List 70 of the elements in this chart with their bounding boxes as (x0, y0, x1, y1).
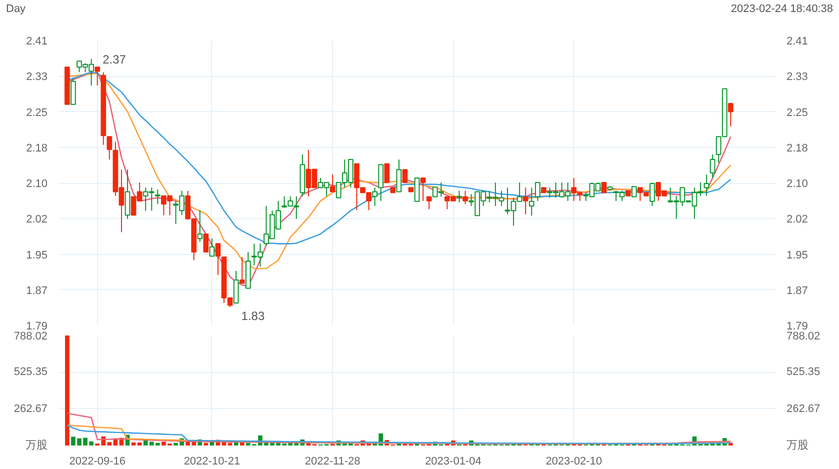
candlestick (528, 187, 534, 216)
candlestick (426, 196, 432, 210)
bar (107, 442, 112, 446)
x-tick-label: 2023-01-04 (425, 456, 482, 468)
bar (65, 336, 70, 446)
candlestick (203, 234, 209, 252)
y2-tick-label: 2.02 (786, 214, 808, 226)
candlestick (710, 154, 716, 178)
y2-tick-label: 1.87 (786, 284, 808, 297)
candlestick (378, 164, 384, 202)
y-tick-label: 1.87 (26, 284, 48, 297)
candlestick (239, 256, 245, 284)
candlestick (534, 182, 540, 202)
candlestick (414, 177, 420, 202)
y2-tick-label: 788.02 (786, 330, 820, 342)
x-tick-label: 2022-11-28 (304, 456, 360, 468)
candlestick (420, 177, 426, 202)
candlestick (372, 187, 378, 206)
candlestick (215, 243, 221, 276)
x-tick-label: 2022-10-21 (184, 456, 240, 468)
x-tick-label: 2023-02-10 (546, 456, 602, 468)
candlestick (650, 182, 655, 206)
y2-tick-label: 万股 (786, 440, 808, 452)
y-tick-label: 2.33 (26, 71, 48, 84)
candlestick (70, 78, 76, 105)
y2-tick-label: 2.10 (786, 178, 808, 190)
y-tick-label: 2.10 (26, 178, 48, 190)
candlestick (233, 270, 239, 304)
annotation: 1.83 (241, 309, 265, 324)
candlestick (704, 174, 710, 196)
candlestick (106, 136, 112, 160)
y2-tick-label: 2.41 (786, 36, 808, 48)
candlestick (124, 169, 130, 220)
y-tick-label: 万股 (26, 440, 48, 452)
candlestick (384, 163, 390, 184)
y-tick-label: 525.35 (14, 366, 48, 378)
candlestick (209, 238, 215, 257)
candlestick (456, 190, 462, 203)
y2-tick-label: 1.95 (786, 249, 808, 262)
candlestick (601, 182, 607, 194)
candlestick (522, 187, 528, 215)
candlestick (402, 169, 408, 184)
candlestick (462, 190, 468, 205)
y-tick-label: 1.95 (26, 249, 48, 262)
candlestick (631, 186, 637, 198)
bar (137, 442, 142, 446)
y-tick-label: 2.41 (26, 36, 48, 48)
y-tick-label: 2.02 (26, 214, 48, 226)
y-tick-label: 1.79 (26, 320, 48, 332)
y2-tick-label: 525.35 (786, 366, 820, 378)
candlestick (197, 210, 203, 242)
y-tick-label: 788.02 (14, 330, 48, 342)
candlestick (94, 66, 100, 86)
candlestick (728, 102, 734, 127)
annotation: 2.37 (102, 52, 126, 66)
candlestick (396, 159, 402, 192)
bar (131, 442, 136, 446)
y-tick-label: 2.18 (26, 142, 48, 154)
y-tick-label: 262.67 (14, 402, 48, 415)
y2-tick-label: 2.25 (786, 106, 808, 119)
y2-tick-label: 2.18 (786, 142, 808, 154)
y-tick-label: 2.25 (26, 106, 48, 119)
candlestick (330, 174, 336, 192)
chart-title: Day (6, 2, 26, 17)
text: 2023-02-24 18:40:38 (730, 2, 833, 17)
candlestick (155, 188, 160, 205)
y2-tick-label: 262.67 (786, 402, 820, 415)
x-tick-label: 2022-09-16 (69, 456, 126, 468)
y2-tick-label: 1.79 (786, 320, 808, 332)
y2-tick-label: 2.33 (786, 71, 808, 84)
